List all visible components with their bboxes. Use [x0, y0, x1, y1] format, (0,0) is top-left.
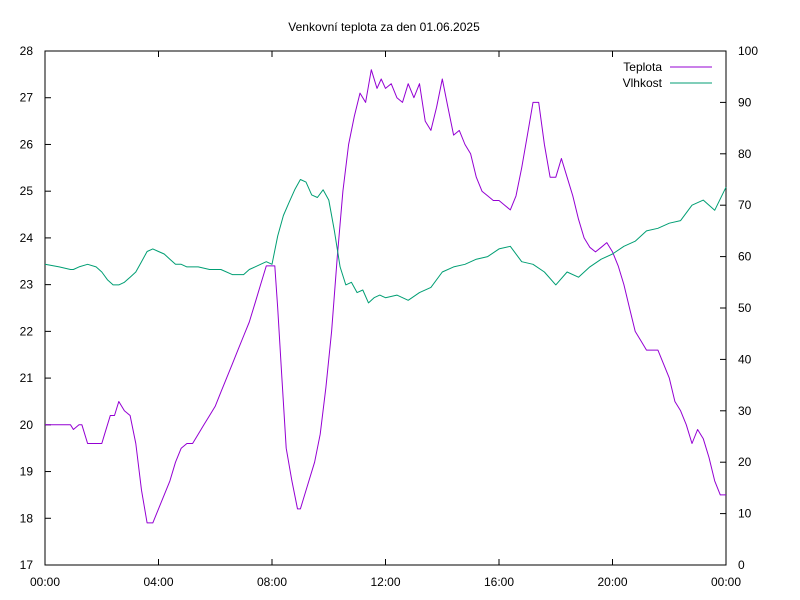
y-left-tick-label: 22: [20, 324, 34, 338]
chart-title: Venkovní teplota za den 01.06.2025: [288, 20, 480, 34]
y-axis-left: 17 18 19 20 21 22 23 24 25 26 27 28: [20, 44, 51, 572]
y-left-tick-label: 21: [20, 371, 34, 385]
y-right-tick-label: 20: [738, 455, 752, 469]
series-line-teplota: [45, 69, 726, 524]
y-left-tick-label: 25: [20, 184, 34, 198]
y-left-tick-label: 24: [20, 231, 34, 245]
series-line-vlhkost: [44, 179, 727, 304]
x-tick-label: 00:00: [711, 575, 741, 589]
y-left-tick-label: 20: [20, 418, 34, 432]
y-left-tick-label: 19: [20, 465, 34, 479]
x-tick-label: 00:00: [30, 575, 60, 589]
x-tick-label: 16:00: [484, 575, 514, 589]
legend: Teplota Vlhkost: [623, 60, 712, 90]
y-left-tick-label: 26: [20, 137, 34, 151]
y-right-tick-label: 100: [738, 44, 758, 58]
y-right-tick-label: 30: [738, 404, 752, 418]
y-right-tick-label: 90: [738, 95, 752, 109]
y-left-tick-label: 18: [20, 511, 34, 525]
x-tick-label: 08:00: [257, 575, 287, 589]
x-axis: 00:00 04:00 08:00 12:00 16:00 20:00 00:00: [30, 51, 741, 589]
y-axis-right: 0 10 20 30 40 50 60 70 80 90 100: [720, 44, 758, 572]
y-right-tick-label: 0: [738, 558, 745, 572]
plot-area: [44, 50, 727, 566]
y-right-tick-label: 80: [738, 147, 752, 161]
x-tick-label: 20:00: [597, 575, 627, 589]
x-tick-label: 12:00: [370, 575, 400, 589]
y-left-tick-label: 27: [20, 91, 34, 105]
y-right-tick-label: 10: [738, 507, 752, 521]
y-right-tick-label: 40: [738, 352, 752, 366]
y-right-tick-label: 70: [738, 198, 752, 212]
x-tick-label: 04:00: [143, 575, 173, 589]
legend-label: Teplota: [623, 60, 662, 74]
y-right-tick-label: 60: [738, 250, 752, 264]
y-left-tick-label: 23: [20, 278, 34, 292]
y-left-tick-label: 17: [20, 558, 34, 572]
y-left-tick-label: 28: [20, 44, 34, 58]
legend-label: Vlhkost: [623, 76, 663, 90]
y-right-tick-label: 50: [738, 301, 752, 315]
series-layer: [44, 69, 727, 524]
